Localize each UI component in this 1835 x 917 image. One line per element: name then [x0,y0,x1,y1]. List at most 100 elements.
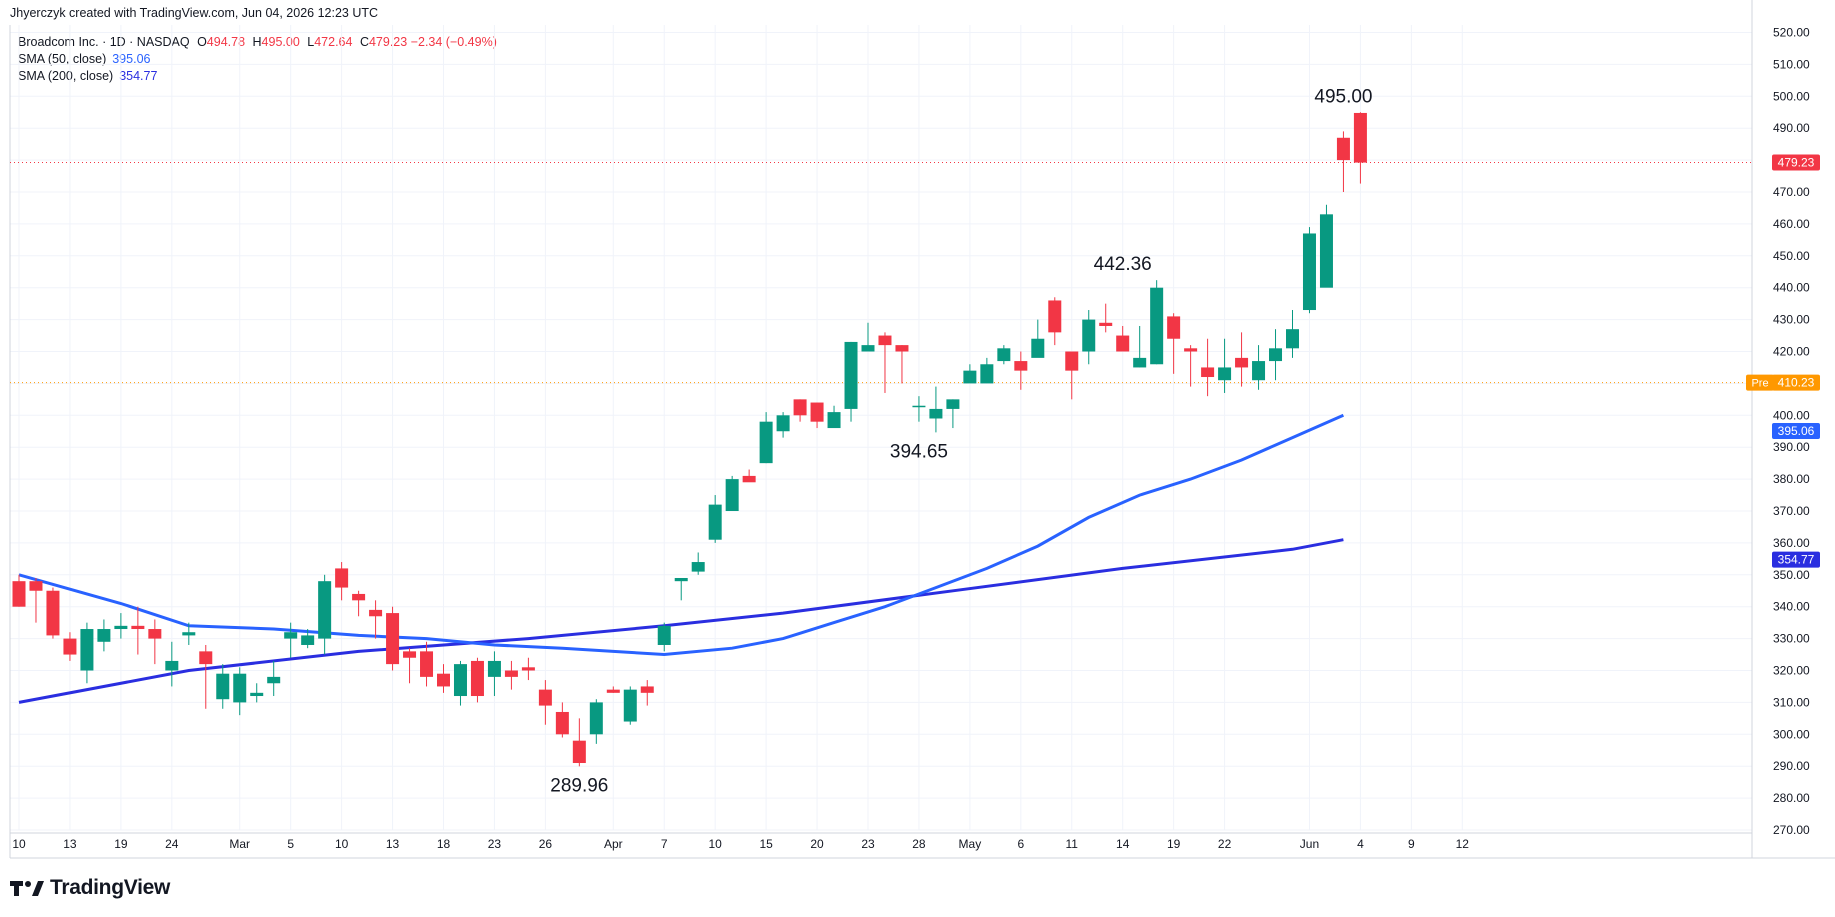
candle-up[interactable] [708,504,722,540]
candle-up[interactable] [80,629,94,671]
candle-down[interactable] [504,670,518,677]
candle-up[interactable] [250,692,264,697]
candle-down[interactable] [606,689,620,693]
candle-up[interactable] [929,408,943,419]
candle-down[interactable] [1014,361,1028,371]
candle-up[interactable] [1133,357,1147,368]
candle-down[interactable] [1099,322,1113,326]
candle-down[interactable] [148,629,162,639]
candle-down[interactable] [29,581,43,591]
candle-up[interactable] [1269,348,1283,362]
candle-up[interactable] [318,581,332,639]
candle-up[interactable] [980,364,994,384]
x-tick-label: Jun [1300,837,1319,851]
candle-down[interactable] [46,590,60,636]
price-tag-box [1772,374,1820,391]
candle-down[interactable] [12,581,26,607]
candle-down[interactable] [521,667,535,671]
sma200-label: SMA (200, close) [18,69,114,83]
sma200-value: 354.77 [119,69,158,83]
candle-up[interactable] [1150,287,1164,365]
candle-up[interactable] [674,577,688,582]
candle-up[interactable] [487,660,501,677]
candle-down[interactable] [810,402,824,422]
y-tick-label: 490.00 [1773,121,1810,135]
candle-up[interactable] [946,399,960,409]
candle-down[interactable] [1065,351,1079,371]
candle-down[interactable] [386,613,400,665]
candle-up[interactable] [691,562,705,572]
candle-up[interactable] [165,660,179,671]
candle-down[interactable] [352,593,366,601]
tradingview-logo[interactable]: TradingView [10,876,170,900]
y-tick-label: 380.00 [1773,472,1810,486]
candle-up[interactable] [1302,233,1316,311]
candle-up[interactable] [1252,361,1266,381]
candle-down[interactable] [555,711,569,735]
candle-up[interactable] [97,629,111,642]
x-tick-label: 23 [488,837,502,851]
candle-down[interactable] [1353,112,1367,163]
candle-up[interactable] [759,421,773,464]
candle-down[interactable] [538,689,552,706]
candle-down[interactable] [470,660,484,697]
sma200-legend[interactable]: SMA (200, close) 354.77 [18,68,497,85]
candle-down[interactable] [199,651,213,665]
candle-down[interactable] [1184,348,1198,352]
candle-up[interactable] [1218,367,1232,381]
candle-up[interactable] [963,370,977,384]
candle-down[interactable] [403,651,417,658]
candle-up[interactable] [1031,338,1045,358]
candle-down[interactable] [437,673,450,687]
sma50-legend[interactable]: SMA (50, close) 395.06 [18,51,497,68]
candle-up[interactable] [912,405,926,408]
candle-up[interactable] [267,676,281,684]
candle-down[interactable] [63,638,77,655]
candle-down[interactable] [1048,300,1062,333]
candle-up[interactable] [589,702,603,735]
candle-down[interactable] [640,686,654,693]
sma50-line[interactable] [18,413,1345,657]
candle-up[interactable] [657,625,671,645]
chart-credit: Jhyerczyk created with TradingView.com, … [10,6,379,20]
candle-up[interactable] [827,412,841,429]
candle-down[interactable] [131,625,145,630]
candle-up[interactable] [284,632,298,639]
candle-up[interactable] [623,689,637,722]
candle-down[interactable] [1116,335,1130,352]
candle-down[interactable] [572,740,586,764]
candle-down[interactable] [335,568,349,588]
candle-down[interactable] [878,335,892,346]
candle-up[interactable] [453,664,467,697]
candle-down[interactable] [369,609,383,617]
y-tick-label: 420.00 [1773,345,1810,359]
candle-down[interactable] [1167,316,1181,339]
x-tick-label: 12 [1456,837,1470,851]
candle-down[interactable] [793,399,807,416]
candle-down[interactable] [895,345,909,352]
candle-up[interactable] [182,632,196,636]
candle-up[interactable] [1319,214,1333,288]
candle-down[interactable] [420,651,434,677]
x-tick-label: 4 [1357,837,1364,851]
candle-down[interactable] [1201,367,1215,378]
candle-up[interactable] [301,635,315,645]
candle-up[interactable] [233,673,247,703]
candle-down[interactable] [1235,357,1249,368]
candle-up[interactable] [776,415,790,432]
candle-up[interactable] [1082,319,1096,352]
candle-up[interactable] [216,673,230,700]
candle-up[interactable] [844,341,858,409]
candle-up[interactable] [861,345,875,352]
candle-down[interactable] [1336,137,1350,161]
candle-up[interactable] [997,348,1011,362]
candle-up[interactable] [725,479,739,511]
candle-up[interactable] [1286,329,1299,349]
sma-tag-box [1772,551,1820,568]
candle-up[interactable] [114,625,128,630]
y-tick-label: 360.00 [1773,536,1810,550]
x-tick-label: 22 [1218,837,1232,851]
candle-down[interactable] [742,475,756,483]
sma-tag-box [1772,423,1820,440]
